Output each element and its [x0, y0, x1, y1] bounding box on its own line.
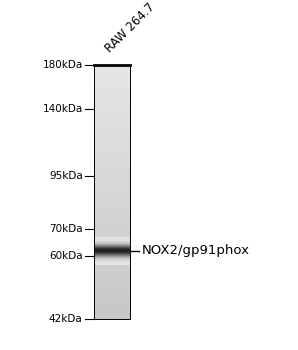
Text: NOX2/gp91phox: NOX2/gp91phox — [142, 244, 250, 257]
Text: 60kDa: 60kDa — [49, 251, 83, 261]
Text: RAW 264.7: RAW 264.7 — [103, 1, 157, 55]
Text: 42kDa: 42kDa — [49, 314, 83, 323]
Text: 70kDa: 70kDa — [49, 224, 83, 234]
Text: 95kDa: 95kDa — [49, 171, 83, 181]
Text: 180kDa: 180kDa — [42, 60, 83, 70]
Text: 140kDa: 140kDa — [42, 104, 83, 113]
